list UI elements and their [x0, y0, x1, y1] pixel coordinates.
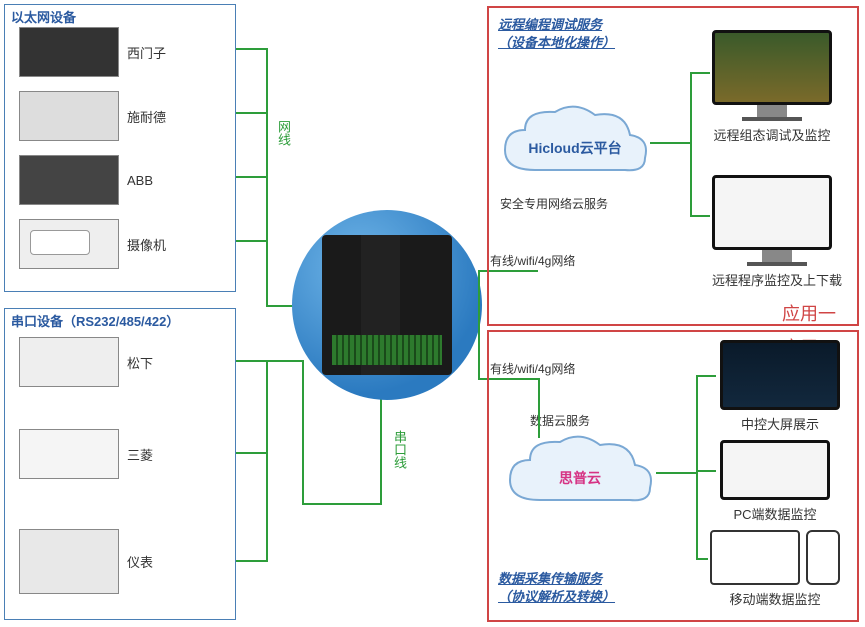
connector-line — [656, 472, 696, 474]
tablet-icon — [710, 530, 800, 585]
connector-line — [696, 375, 698, 560]
cloud-top-name: Hicloud云平台 — [495, 138, 655, 158]
connector-line — [478, 270, 480, 380]
service-line1: 数据采集传输服务 — [498, 571, 602, 586]
device-meter-image — [19, 529, 119, 594]
monitor-pc-data: PC端数据监控 — [720, 440, 830, 523]
connection-bottom-label: 有线/wifi/4g网络 — [490, 360, 575, 377]
device-label: 松下 — [127, 353, 153, 372]
connector-line — [696, 375, 716, 377]
service-title-bottom: 数据采集传输服务 （协议解析及转换） — [498, 570, 615, 606]
monitor-stand — [762, 250, 792, 262]
monitor-label: PC端数据监控 — [720, 504, 830, 523]
connector-line — [302, 503, 382, 505]
monitor-stand — [757, 105, 787, 117]
monitor-screen — [712, 30, 832, 105]
device-label: ABB — [127, 173, 153, 188]
connector-line — [236, 360, 266, 362]
connector-line — [538, 378, 540, 438]
monitor-label: 移动端数据监控 — [729, 589, 820, 608]
connector-line — [380, 395, 382, 505]
monitor-base — [742, 117, 802, 121]
service-line2: （协议解析及转换） — [498, 589, 615, 604]
device-schneider-image — [19, 91, 119, 141]
connector-line — [236, 452, 266, 454]
device-panasonic-image — [19, 337, 119, 387]
serial-cable-label: 串口线 — [390, 430, 409, 469]
net-cable-label: 网线 — [274, 120, 293, 146]
connector-line — [236, 240, 266, 242]
phone-icon — [806, 530, 840, 585]
monitor-remote-config: 远程组态调试及监控 — [712, 30, 832, 144]
hub-device-image — [322, 235, 452, 375]
device-row: 三菱 — [19, 429, 153, 479]
connector-line — [236, 560, 266, 562]
service-title-top: 远程编程调试服务 （设备本地化操作） — [498, 16, 615, 52]
cloud-top-subtitle: 安全专用网络云服务 — [500, 195, 608, 212]
connector-line — [266, 48, 268, 306]
monitor-big-screen: 中控大屏展示 — [720, 340, 840, 433]
cloud-bottom: 思普云 — [500, 430, 660, 520]
connector-line — [266, 360, 302, 362]
device-label: 西门子 — [127, 43, 166, 62]
cloud-bottom-name: 思普云 — [500, 468, 660, 488]
hub-circle — [292, 210, 482, 400]
monitor-label: 远程程序监控及上下载 — [712, 270, 842, 289]
device-label: 施耐德 — [127, 107, 166, 126]
monitor-screen — [720, 340, 840, 410]
monitor-label: 中控大屏展示 — [720, 414, 840, 433]
device-row: ABB — [19, 155, 153, 205]
device-row: 松下 — [19, 337, 153, 387]
device-abb-image — [19, 155, 119, 205]
monitor-base — [747, 262, 807, 266]
serial-title: 串口设备（RS232/485/422） — [5, 309, 235, 332]
monitor-mobile-data: 移动端数据监控 — [710, 530, 840, 608]
monitor-label: 远程组态调试及监控 — [712, 125, 832, 144]
device-row: 仪表 — [19, 529, 153, 594]
connector-line — [696, 470, 716, 472]
connector-line — [650, 142, 690, 144]
connector-line — [236, 176, 266, 178]
app-one-label: 应用一 — [782, 300, 836, 326]
monitor-remote-program: 远程程序监控及上下载 — [712, 175, 842, 289]
cloud-top: Hicloud云平台 — [495, 100, 655, 190]
serial-panel: 串口设备（RS232/485/422） 松下 三菱 仪表 — [4, 308, 236, 620]
device-label: 三菱 — [127, 445, 153, 464]
connector-line — [266, 360, 268, 562]
connector-line — [696, 558, 708, 560]
device-row: 西门子 — [19, 27, 166, 77]
device-label: 摄像机 — [127, 235, 166, 254]
device-row: 摄像机 — [19, 219, 166, 269]
device-label: 仪表 — [127, 552, 153, 571]
ethernet-panel: 以太网设备 西门子 施耐德 ABB 摄像机 — [4, 4, 236, 292]
connector-line — [690, 72, 710, 74]
service-line1: 远程编程调试服务 — [498, 17, 602, 32]
device-siemens-image — [19, 27, 119, 77]
service-line2: （设备本地化操作） — [498, 35, 615, 50]
connector-line — [236, 112, 266, 114]
connector-line — [690, 215, 710, 217]
device-mitsubishi-image — [19, 429, 119, 479]
monitor-screen — [720, 440, 830, 500]
ethernet-title: 以太网设备 — [5, 5, 235, 28]
connector-line — [236, 48, 266, 50]
device-camera-image — [19, 219, 119, 269]
monitor-screen — [712, 175, 832, 250]
connector-line — [302, 360, 304, 505]
connection-top-label: 有线/wifi/4g网络 — [490, 252, 575, 269]
connector-line — [690, 72, 692, 217]
device-row: 施耐德 — [19, 91, 166, 141]
